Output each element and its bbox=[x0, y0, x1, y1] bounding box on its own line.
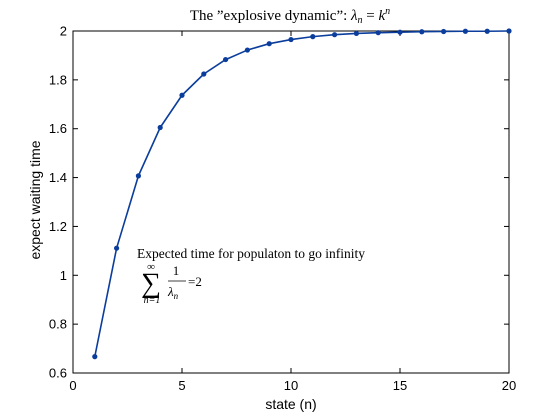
data-point bbox=[201, 71, 207, 77]
y-tick-label: 1.4 bbox=[49, 170, 67, 185]
x-tick-label: 5 bbox=[178, 378, 185, 393]
data-point bbox=[179, 92, 185, 98]
data-point bbox=[419, 29, 425, 35]
chart-title: The ”explosive dynamic”: λn = kn bbox=[190, 6, 390, 26]
data-point bbox=[114, 245, 120, 251]
data-point bbox=[288, 36, 294, 43]
y-tick-label: 1.2 bbox=[49, 219, 67, 234]
x-tick-label: 20 bbox=[502, 378, 516, 393]
data-point bbox=[506, 28, 512, 34]
sum-lower: n=1 bbox=[144, 295, 161, 306]
sum-upper: ∞ bbox=[147, 261, 155, 273]
data-series bbox=[92, 28, 512, 360]
data-point bbox=[332, 32, 338, 38]
data-point bbox=[157, 124, 163, 131]
plot-frame bbox=[72, 30, 510, 374]
axis-ticks bbox=[72, 30, 510, 374]
series-line bbox=[94, 30, 510, 357]
data-point bbox=[92, 354, 98, 360]
annotation: Expected time for populaton to go infini… bbox=[137, 246, 365, 306]
fraction-denominator: λn bbox=[167, 284, 179, 301]
sum-symbol: ∑ bbox=[141, 268, 161, 299]
x-axis-label: state (n) bbox=[265, 396, 316, 412]
y-axis-label: expect waiting time bbox=[27, 140, 43, 259]
y-tick-label: 2 bbox=[60, 24, 67, 39]
y-tick-label: 1.6 bbox=[49, 121, 67, 136]
data-point bbox=[462, 28, 468, 34]
x-tick-label: 0 bbox=[69, 378, 76, 393]
fraction-numerator: 1 bbox=[173, 263, 180, 278]
sum-result: =2 bbox=[188, 274, 202, 289]
data-point bbox=[223, 56, 229, 63]
x-tick-label: 15 bbox=[393, 378, 407, 393]
data-point bbox=[441, 28, 447, 35]
data-point bbox=[375, 30, 381, 36]
x-tick-label: 10 bbox=[284, 378, 298, 393]
y-tick-label: 0.8 bbox=[49, 317, 67, 332]
data-point bbox=[397, 29, 403, 35]
data-point bbox=[244, 47, 250, 53]
y-tick-label: 0.6 bbox=[49, 366, 67, 381]
data-point bbox=[310, 34, 316, 40]
annotation-text: Expected time for populaton to go infini… bbox=[137, 246, 365, 261]
y-tick-label: 1 bbox=[60, 268, 67, 283]
data-point bbox=[135, 173, 141, 179]
y-tick-labels: 0.6 0.8 1 1.2 1.4 1.6 1.8 2 bbox=[49, 24, 67, 381]
data-point bbox=[266, 41, 272, 47]
data-point bbox=[484, 28, 490, 34]
y-tick-label: 1.8 bbox=[49, 72, 67, 87]
x-tick-labels: 0 5 10 15 20 bbox=[69, 378, 516, 393]
data-point bbox=[353, 30, 359, 37]
